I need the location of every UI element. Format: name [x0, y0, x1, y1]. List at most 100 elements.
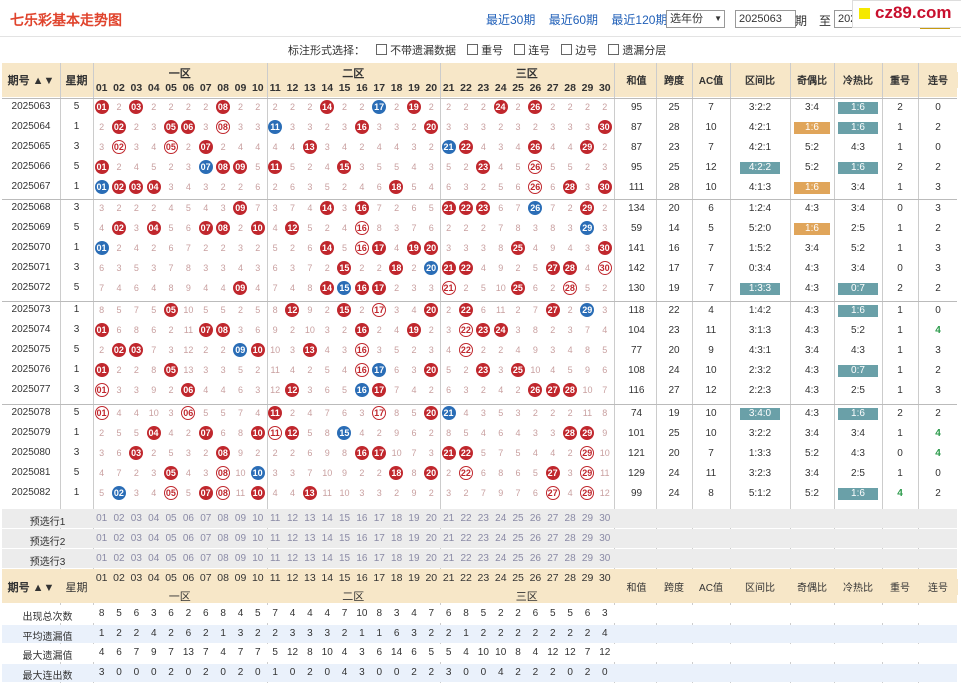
preselect-num-21[interactable]: 21	[443, 553, 455, 564]
preselect-num-24[interactable]: 24	[495, 513, 507, 524]
preselect-num-13[interactable]: 13	[304, 513, 316, 524]
preselect-num-15[interactable]: 15	[339, 513, 351, 524]
preselect-num-11[interactable]: 11	[269, 513, 281, 524]
checkbox-icon[interactable]	[561, 44, 573, 55]
preselect-num-11[interactable]: 11	[269, 553, 281, 564]
preselect-num-27[interactable]: 27	[547, 513, 559, 524]
preselect-num-29[interactable]: 29	[581, 533, 594, 544]
preselect-num-06[interactable]: 06	[182, 533, 194, 544]
option-miss-layer[interactable]: 遗漏分层	[608, 44, 666, 57]
preselect-num-24[interactable]: 24	[495, 533, 507, 544]
preselect-num-06[interactable]: 06	[182, 513, 194, 524]
preselect-num-22[interactable]: 22	[460, 533, 472, 544]
link-recent-60[interactable]: 最近60期	[548, 13, 599, 27]
preselect-num-20[interactable]: 20	[425, 553, 437, 564]
preselect-num-07[interactable]: 07	[200, 553, 212, 564]
preselect-num-10[interactable]: 10	[252, 553, 264, 564]
preselect-num-22[interactable]: 22	[460, 513, 472, 524]
preselect-num-23[interactable]: 23	[477, 533, 489, 544]
preselect-num-12[interactable]: 12	[286, 553, 299, 564]
preselect-num-01[interactable]: 01	[96, 533, 108, 544]
preselect-num-18[interactable]: 18	[391, 553, 403, 564]
header-issue[interactable]: 期号 ▲▼	[2, 72, 60, 88]
preselect-num-28[interactable]: 28	[564, 533, 576, 544]
preselect-num-07[interactable]: 07	[200, 513, 212, 524]
preselect-num-25[interactable]: 25	[512, 553, 524, 564]
preselect-num-11[interactable]: 11	[269, 533, 281, 544]
preselect-num-22[interactable]: 22	[460, 553, 472, 564]
preselect-num-20[interactable]: 20	[425, 533, 437, 544]
preselect-num-30[interactable]: 30	[599, 553, 611, 564]
preselect-num-18[interactable]: 18	[391, 513, 403, 524]
preselect-num-09[interactable]: 09	[234, 533, 247, 544]
preselect-num-19[interactable]: 19	[408, 553, 420, 564]
preselect-num-03[interactable]: 03	[130, 513, 142, 524]
preselect-num-24[interactable]: 24	[495, 553, 507, 564]
preselect-num-05[interactable]: 05	[165, 553, 177, 564]
preselect-num-17[interactable]: 17	[373, 513, 385, 524]
preselect-num-06[interactable]: 06	[182, 553, 194, 564]
preselect-num-17[interactable]: 17	[373, 533, 385, 544]
checkbox-icon[interactable]	[376, 44, 388, 55]
preselect-num-14[interactable]: 14	[321, 553, 333, 564]
preselect-num-23[interactable]: 23	[477, 513, 489, 524]
preselect-num-12[interactable]: 12	[286, 513, 299, 524]
preselect-num-08[interactable]: 08	[217, 553, 229, 564]
preselect-num-13[interactable]: 13	[304, 533, 316, 544]
preselect-num-10[interactable]: 10	[252, 533, 264, 544]
preselect-num-15[interactable]: 15	[339, 533, 351, 544]
option-edge[interactable]: 边号	[561, 44, 597, 57]
option-no-miss[interactable]: 不带遗漏数据	[376, 44, 456, 57]
preselect-num-04[interactable]: 04	[148, 553, 160, 564]
preselect-num-10[interactable]: 10	[252, 513, 264, 524]
preselect-num-27[interactable]: 27	[547, 553, 559, 564]
preselect-num-25[interactable]: 25	[512, 513, 524, 524]
preselect-num-13[interactable]: 13	[304, 553, 316, 564]
preselect-num-20[interactable]: 20	[425, 513, 437, 524]
preselect-num-26[interactable]: 26	[529, 533, 541, 544]
checkbox-icon[interactable]	[467, 44, 479, 55]
preselect-num-03[interactable]: 03	[130, 553, 142, 564]
preselect-num-03[interactable]: 03	[130, 533, 142, 544]
preselect-num-29[interactable]: 29	[581, 553, 594, 564]
preselect-num-08[interactable]: 08	[217, 533, 229, 544]
preselect-num-04[interactable]: 04	[148, 533, 160, 544]
preselect-num-19[interactable]: 19	[408, 533, 420, 544]
preselect-num-17[interactable]: 17	[373, 553, 385, 564]
preselect-num-15[interactable]: 15	[339, 553, 351, 564]
preselect-num-16[interactable]: 16	[356, 513, 368, 524]
preselect-num-05[interactable]: 05	[165, 533, 177, 544]
preselect-num-09[interactable]: 09	[234, 513, 247, 524]
preselect-num-14[interactable]: 14	[321, 533, 333, 544]
preselect-num-16[interactable]: 16	[356, 533, 368, 544]
preselect-num-02[interactable]: 02	[113, 553, 125, 564]
preselect-num-18[interactable]: 18	[391, 533, 403, 544]
preselect-num-25[interactable]: 25	[512, 533, 524, 544]
preselect-num-30[interactable]: 30	[599, 533, 611, 544]
preselect-num-28[interactable]: 28	[564, 553, 576, 564]
preselect-num-01[interactable]: 01	[96, 553, 108, 564]
preselect-num-29[interactable]: 29	[581, 513, 594, 524]
preselect-num-12[interactable]: 12	[286, 533, 299, 544]
link-recent-120[interactable]: 最近120期	[611, 13, 668, 27]
preselect-num-16[interactable]: 16	[356, 553, 368, 564]
preselect-num-28[interactable]: 28	[564, 513, 576, 524]
checkbox-icon[interactable]	[514, 44, 526, 55]
year-select[interactable]: 选年份	[666, 10, 725, 28]
preselect-num-04[interactable]: 04	[148, 513, 160, 524]
preselect-num-14[interactable]: 14	[321, 513, 333, 524]
preselect-num-02[interactable]: 02	[113, 533, 125, 544]
preselect-num-01[interactable]: 01	[96, 513, 108, 524]
option-consecutive[interactable]: 连号	[514, 44, 550, 57]
preselect-num-26[interactable]: 26	[529, 513, 541, 524]
option-repeat[interactable]: 重号	[467, 44, 503, 57]
preselect-num-02[interactable]: 02	[113, 513, 125, 524]
preselect-num-26[interactable]: 26	[529, 553, 541, 564]
preselect-num-23[interactable]: 23	[477, 553, 489, 564]
preselect-num-08[interactable]: 08	[217, 513, 229, 524]
preselect-num-09[interactable]: 09	[234, 553, 247, 564]
link-recent-30[interactable]: 最近30期	[486, 13, 536, 27]
preselect-num-07[interactable]: 07	[200, 533, 212, 544]
checkbox-icon[interactable]	[608, 44, 620, 55]
from-issue-input[interactable]: 2025063	[735, 10, 796, 28]
